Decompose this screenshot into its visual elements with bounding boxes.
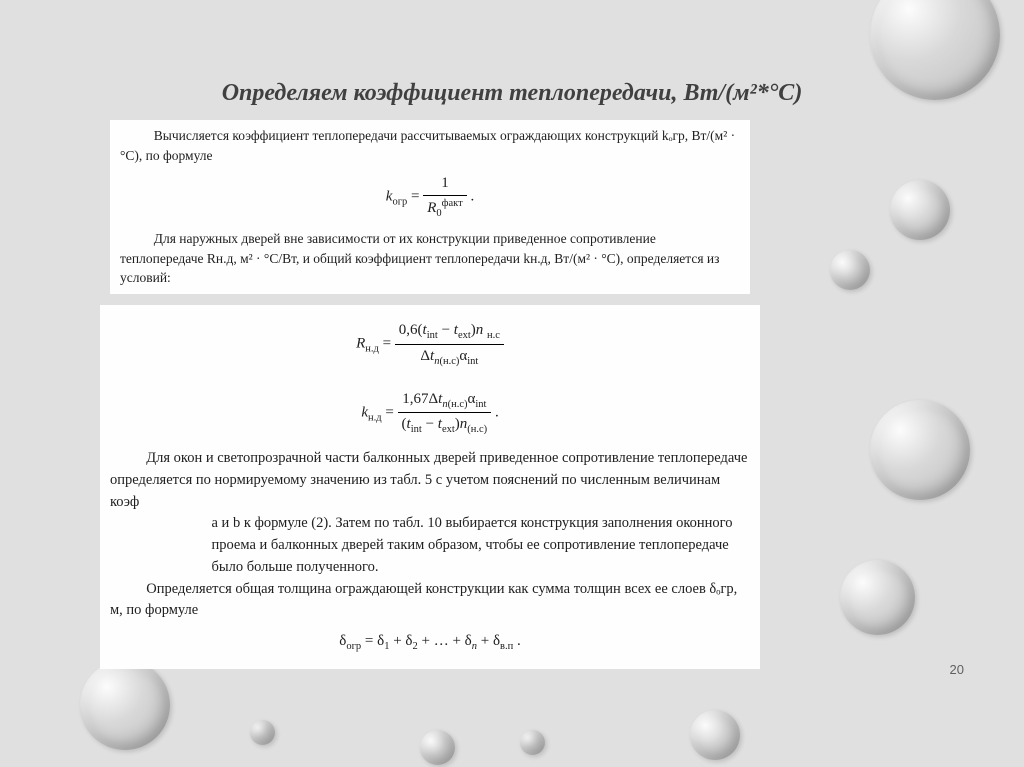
water-bubble: [420, 730, 455, 765]
page-number: 20: [950, 662, 964, 677]
para-doors: Для наружных дверей вне зависимости от и…: [120, 229, 740, 288]
water-bubble: [840, 560, 915, 635]
slide-title: Определяем коэффициент теплопередачи, Вт…: [0, 80, 1024, 107]
water-bubble: [690, 710, 740, 760]
text-block-2: Rн.д = 0,6(tint − text)n н.с Δtn(н.с)αin…: [100, 305, 760, 669]
formula-kogr-period: .: [470, 189, 474, 205]
water-bubble: [890, 180, 950, 240]
para-windows-1: Для окон и светопрозрачной части балконн…: [110, 448, 750, 513]
water-bubble: [250, 720, 275, 745]
formula-rnd-num: 0,6(tint − text)n н.с: [395, 319, 504, 345]
text-block-1: Вычисляется коэффициент теплопередачи ра…: [110, 120, 750, 294]
formula-knd-period: .: [495, 404, 499, 420]
para-intro: Вычисляется коэффициент теплопередачи ра…: [120, 126, 740, 165]
formula-knd-num: 1,67Δtn(н.с)αint: [398, 388, 492, 414]
water-bubble: [80, 660, 170, 750]
water-bubble: [830, 250, 870, 290]
para-thickness: Определяется общая толщина ограждающей к…: [110, 579, 750, 623]
formula-knd: kн.д = 1,67Δtn(н.с)αint (tint − text)n(н…: [110, 388, 750, 439]
formula-rnd: Rн.д = 0,6(tint − text)n н.с Δtn(н.с)αin…: [110, 319, 750, 370]
formula-rnd-den: Δtn(н.с)αint: [395, 345, 504, 370]
formula-knd-den: (tint − text)n(н.с): [398, 413, 492, 438]
formula-kogr-den: R0факт: [423, 196, 466, 221]
formula-kogr: kогр = 1 R0факт .: [120, 173, 740, 221]
formula-kogr-num: 1: [423, 173, 466, 196]
formula-delta: δогр = δ1 + δ2 + … + δn + δв.п .: [110, 630, 750, 655]
water-bubble: [520, 730, 545, 755]
para-windows-2-lead: a и b к формуле (2). Затем по табл. 10 в…: [110, 513, 750, 578]
para-windows-2: a и b к формуле (2). Затем по табл. 10 в…: [212, 515, 733, 575]
water-bubble: [870, 400, 970, 500]
